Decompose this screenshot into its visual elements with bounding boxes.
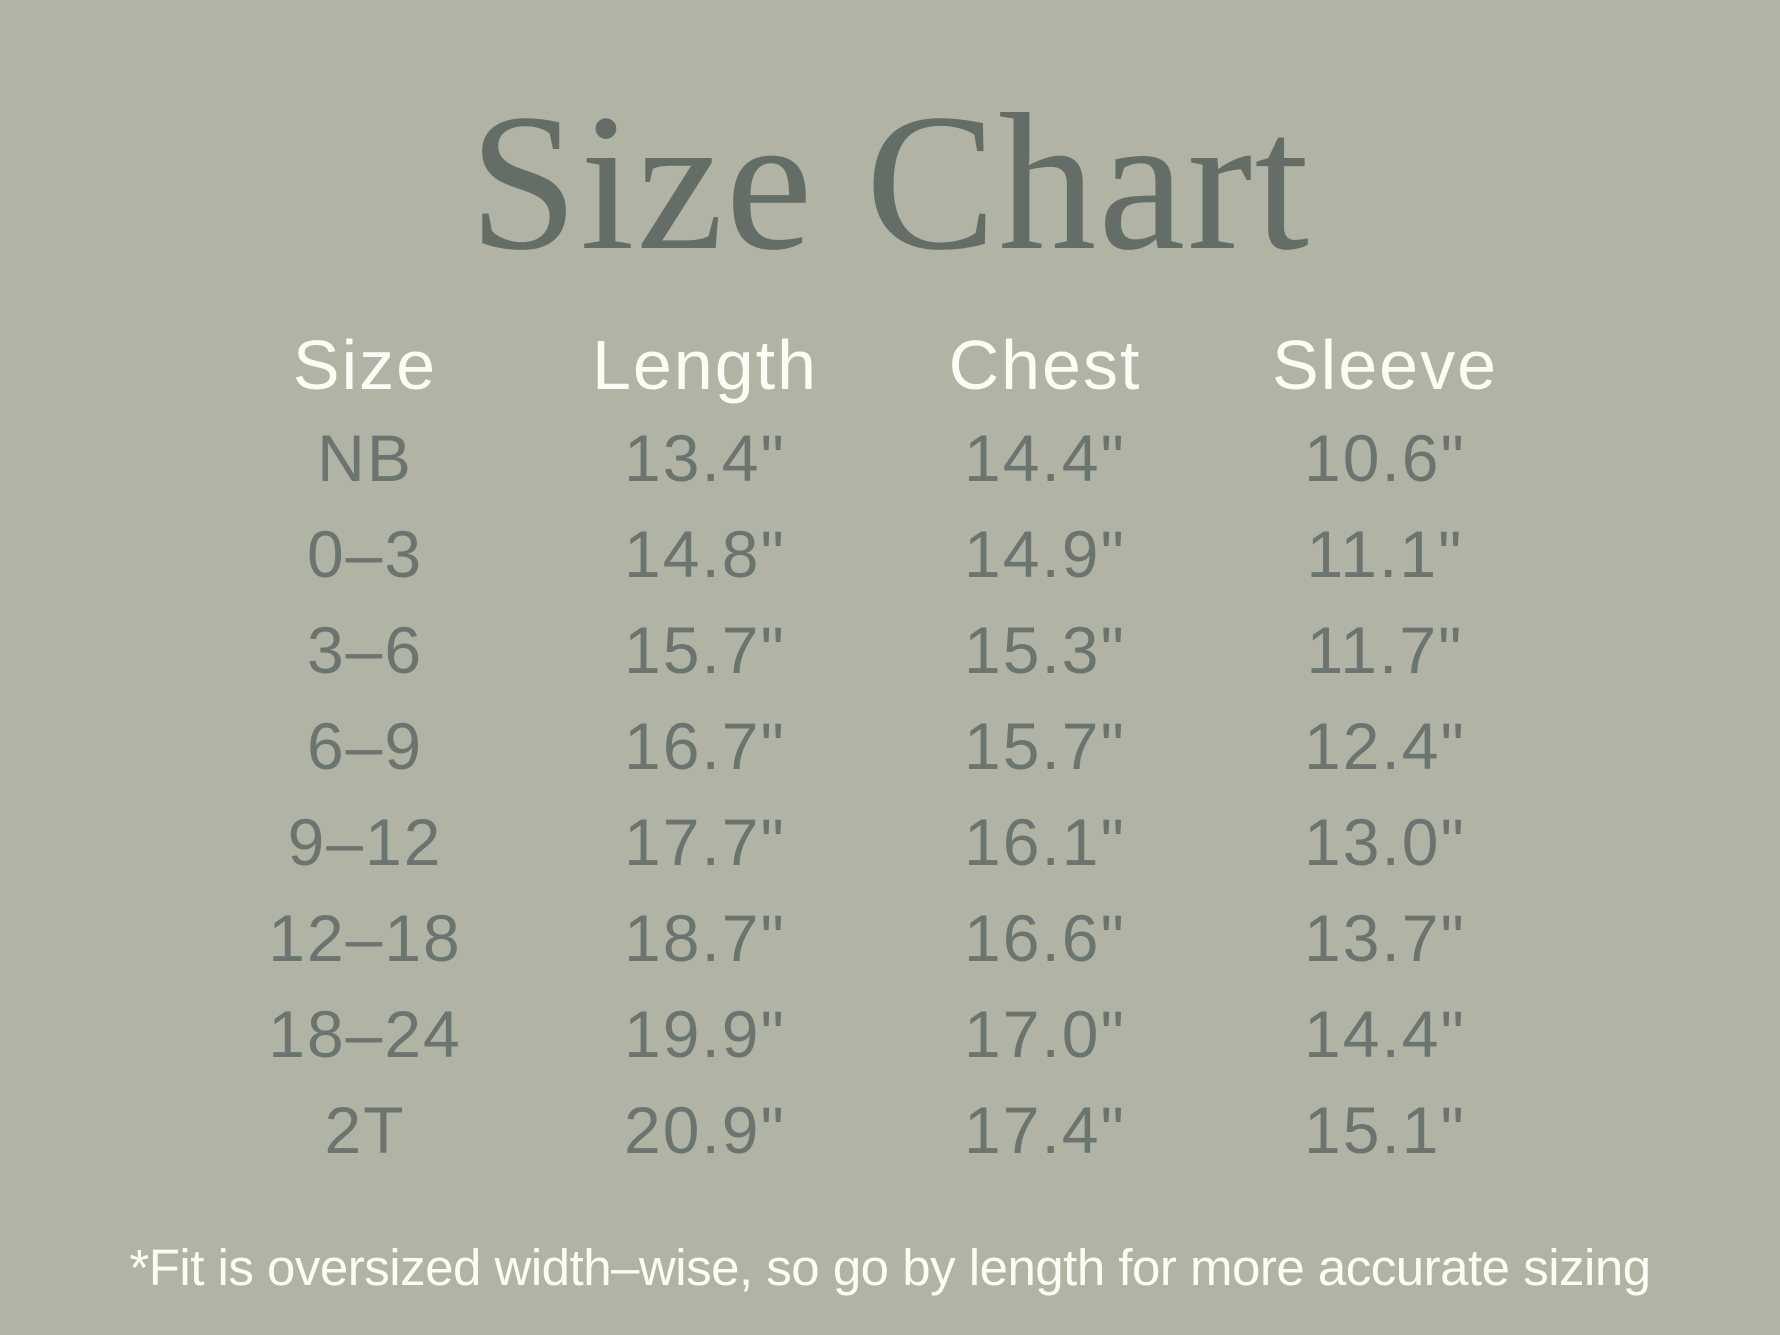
table-row: NB 13.4" 14.4" 10.6" [195,410,1555,506]
table-row: 6–9 16.7" 15.7" 12.4" [195,698,1555,794]
column-header-sleeve: Sleeve [1271,326,1499,404]
table-cell: 15.7" [964,709,1126,783]
table-row: 2T 20.9" 17.4" 15.1" [195,1082,1555,1178]
table-cell: 15.7" [624,613,786,687]
table-cell: 16.7" [624,709,786,783]
table-cell: 17.0" [964,997,1126,1071]
table-cell: 14.4" [1304,997,1466,1071]
size-table: Size Length Chest Sleeve NB 13.4" 14.4" 10.6" 0… [195,320,1555,1178]
table-cell: 13.0" [1304,805,1466,879]
table-cell: 18.7" [624,901,786,975]
table-cell: 17.4" [964,1093,1126,1167]
table-row: 3–6 15.7" 15.3" 11.7" [195,602,1555,698]
table-cell: 20.9" [624,1093,786,1167]
table-cell: 13.4" [624,421,786,495]
table-cell: 18–24 [268,997,462,1071]
table-cell: 6–9 [306,709,424,783]
table-cell: 14.8" [624,517,786,591]
table-cell: 19.9" [624,997,786,1071]
column-header-size: Size [292,326,438,404]
table-cell: 16.1" [964,805,1126,879]
table-row: 9–12 17.7" 16.1" 13.0" [195,794,1555,890]
table-cell: 11.7" [1306,613,1464,687]
table-row: 12–18 18.7" 16.6" 13.7" [195,890,1555,986]
table-cell: 12–18 [268,901,462,975]
table-row: 18–24 19.9" 17.0" 14.4" [195,986,1555,1082]
table-cell: 16.6" [964,901,1126,975]
table-body: NB 13.4" 14.4" 10.6" 0–3 14.8" 14.9" 11.1" 3–6 15… [195,410,1555,1178]
table-cell: 2T [324,1093,406,1167]
table-cell: 10.6" [1304,421,1466,495]
column-header-chest: Chest [948,326,1142,404]
table-cell: 15.3" [964,613,1126,687]
table-cell: 15.1" [1304,1093,1466,1167]
table-cell: NB [317,421,413,495]
table-cell: 9–12 [287,805,443,879]
table-cell: 3–6 [306,613,424,687]
column-header-length: Length [591,326,819,404]
fit-note: *Fit is oversized width–wise, so go by l… [129,1239,1651,1296]
table-cell: 14.4" [964,421,1126,495]
table-cell: 12.4" [1304,709,1466,783]
table-cell: 17.7" [624,805,786,879]
table-row: 0–3 14.8" 14.9" 11.1" [195,506,1555,602]
table-header-row: Size Length Chest Sleeve [195,320,1555,410]
table-cell: 14.9" [964,517,1126,591]
page-title: Size Chart [469,74,1311,291]
table-cell: 0–3 [306,517,424,591]
table-cell: 11.1" [1306,517,1464,591]
table-cell: 13.7" [1304,901,1466,975]
